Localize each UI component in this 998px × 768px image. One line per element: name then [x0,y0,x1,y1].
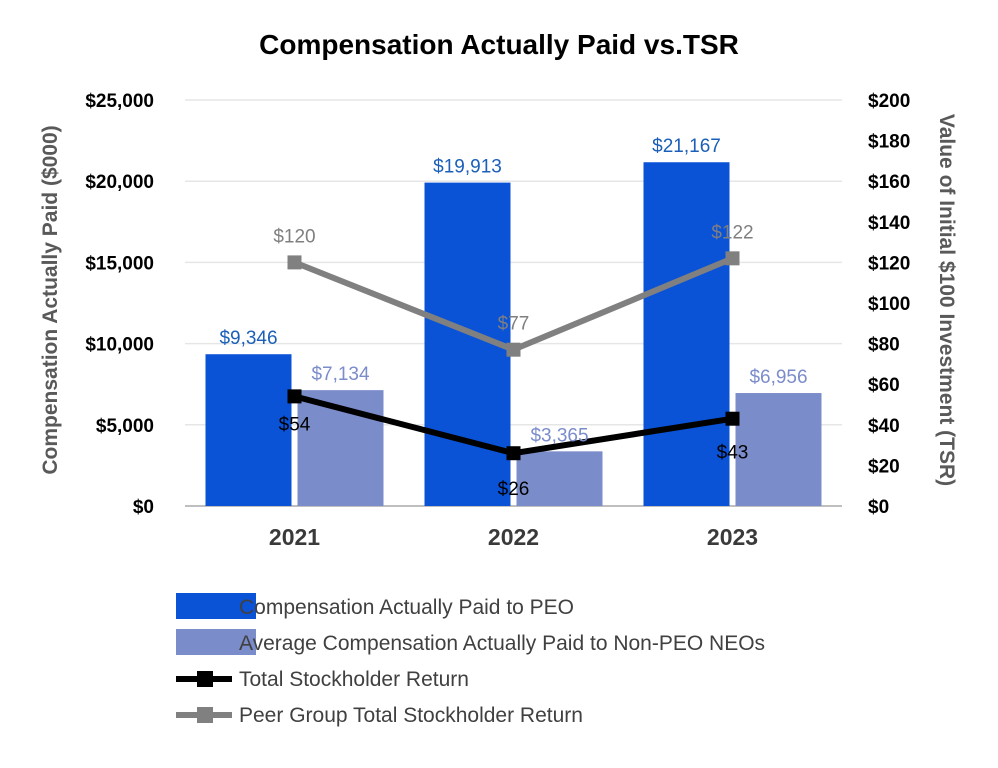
x-tick-label: 2021 [269,524,320,550]
left-tick-label: $10,000 [85,335,154,356]
left-tick-label: $5,000 [96,416,154,437]
peer-tsr-marker [287,255,302,270]
peer-tsr-data-label: $77 [498,314,530,335]
legend-marker-tsr [197,671,213,687]
left-tick-label: $25,000 [85,91,154,112]
tsr-marker [287,389,302,404]
bar-label-non-peo: $3,365 [530,425,588,446]
legend-label: Peer Group Total Stockholder Return [239,704,583,727]
y2-axis-label: Value of Initial $100 Investment (TSR) [935,114,958,486]
tsr-data-label: $26 [498,479,530,500]
bar-peo [205,354,292,506]
right-tick-label: $160 [868,172,910,193]
tsr-marker [506,446,521,461]
lines [287,251,740,461]
right-tick-label: $60 [868,375,900,396]
bar-label-non-peo: $7,134 [311,364,370,385]
bar-non-peo [516,451,603,506]
x-tick-label: 2023 [707,524,758,550]
bar-label-peo: $19,913 [433,157,502,178]
peer-tsr-marker [725,251,740,266]
right-tick-label: $100 [868,294,910,315]
legend: Compensation Actually Paid to PEO Average… [176,593,765,727]
left-tick-label: $0 [133,497,154,518]
bars [205,162,822,506]
legend-marker-peer-tsr [197,707,213,723]
legend-swatch-non-peo [176,629,256,655]
data-labels: $9,346 $7,134 $19,913 $3,365 $21,167 $6,956 $5… [219,136,807,500]
tsr-data-label: $54 [279,414,311,435]
legend-label: Compensation Actually Paid to PEO [239,596,574,619]
right-tick-label: $200 [868,91,910,112]
right-tick-label: $120 [868,253,910,274]
x-axis-ticks: 2021 2022 2023 [269,524,758,550]
bar-label-non-peo: $6,956 [749,367,807,388]
right-tick-label: $180 [868,132,910,153]
right-tick-label: $0 [868,497,889,518]
legend-swatch-peo [176,593,256,619]
bar-non-peo [735,393,822,506]
legend-label: Average Compensation Actually Paid to No… [239,632,765,655]
bar-label-peo: $9,346 [219,328,277,349]
x-tick-label: 2022 [488,524,539,550]
left-tick-label: $15,000 [85,253,154,274]
peer-tsr-data-label: $120 [273,226,315,247]
right-tick-label: $80 [868,335,900,356]
legend-label: Total Stockholder Return [239,668,469,691]
tsr-data-label: $43 [717,443,749,464]
y-axis-label: Compensation Actually Paid ($000) [39,125,62,474]
right-tick-label: $20 [868,456,900,477]
peer-tsr-marker [506,342,521,357]
peer-tsr-data-label: $122 [711,222,753,243]
bar-label-peo: $21,167 [652,136,721,157]
left-tick-label: $20,000 [85,172,154,193]
bar-peo [643,162,730,506]
chart-title: Compensation Actually Paid vs.TSR [259,29,739,60]
right-tick-label: $40 [868,416,900,437]
left-axis-ticks: $0 $5,000 $10,000 $15,000 $20,000 $25,000 [85,91,154,518]
tsr-marker [725,411,740,426]
right-tick-label: $140 [868,213,910,234]
right-axis-ticks: $0 $20 $40 $60 $80 $100 $120 $140 $160 $180 $200 [868,91,910,518]
